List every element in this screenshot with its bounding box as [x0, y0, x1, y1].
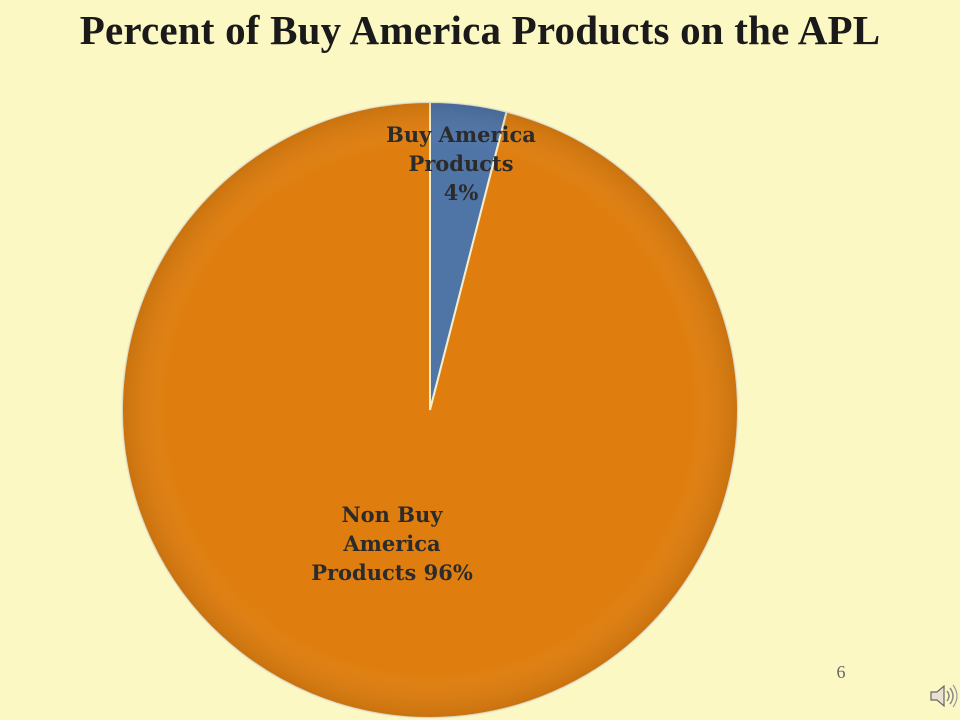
pie-slice-label-line: America — [342, 531, 441, 556]
pie-slice-label-2: Non Buy America Products 96% — [311, 502, 473, 585]
pie-slices — [121, 100, 739, 719]
pie-slice-label-line: Products — [408, 151, 513, 176]
pie-slice-label-line: 4% — [444, 180, 479, 205]
pie-slice-label-1: Buy America Products 4% — [386, 122, 536, 205]
pie-slice-2 — [121, 100, 739, 719]
speaker-icon[interactable] — [928, 680, 958, 712]
pie-slice-label-line: Products 96% — [311, 560, 473, 585]
pie-slice-label-line: Buy America — [386, 122, 536, 147]
pie-labels: Buy America Products 4% Non Buy America Produ… — [311, 122, 536, 585]
pie-slice-label-line: Non Buy — [341, 502, 443, 527]
page-number: 6 — [836, 662, 846, 682]
chart-title: Percent of Buy America Products on the A… — [79, 7, 881, 53]
